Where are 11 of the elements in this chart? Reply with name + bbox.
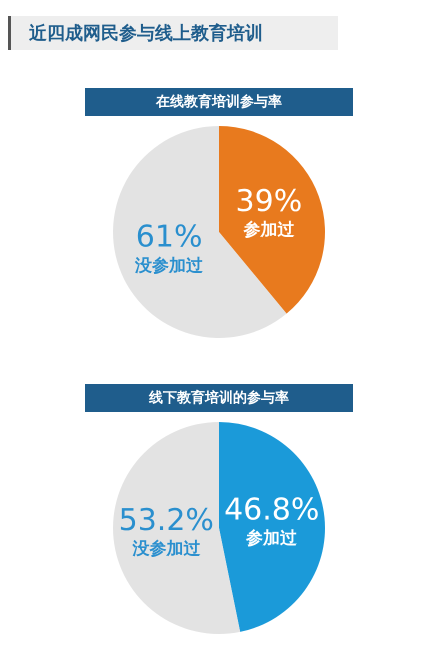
- data-label: 46.8%: [224, 492, 320, 528]
- slice-label: 没参加过: [134, 256, 204, 276]
- text: 近四成网民参与线上教育培训: [8, 16, 338, 50]
- data-label: 53.2%: [118, 503, 214, 538]
- data-label: 39%: [236, 184, 302, 219]
- data-label: 61%: [136, 220, 202, 255]
- slice-label: 没参加过: [131, 539, 202, 560]
- chart-title: 线下教育培训的参与率: [85, 384, 353, 412]
- chart-title: 在线教育培训参与率: [85, 88, 353, 116]
- slice-label: 参加过: [242, 220, 296, 240]
- slice-label: 参加过: [245, 528, 298, 549]
